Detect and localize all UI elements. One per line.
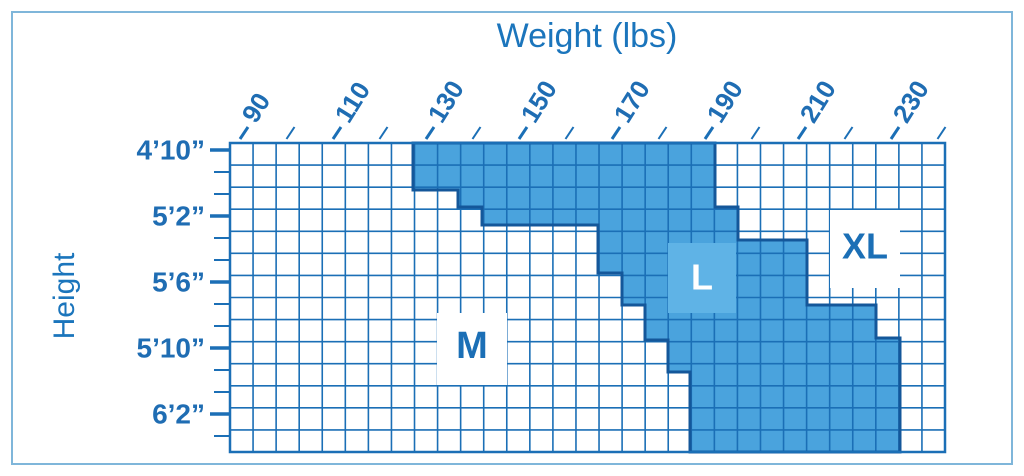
tick-mark [936, 126, 947, 140]
tick-mark [750, 126, 761, 140]
y-tick-label: 4’10” [137, 134, 206, 165]
y-tick-label: 5’2” [152, 200, 205, 231]
tick-mark [564, 126, 575, 140]
label-box-l [668, 243, 736, 313]
axis-title: Height [48, 252, 81, 339]
tick-mark [843, 126, 854, 140]
tick-mark [238, 126, 250, 140]
tick-mark [378, 126, 389, 140]
grid [230, 143, 945, 452]
y-tick-label: 5’6” [152, 266, 205, 297]
tick-mark [796, 126, 808, 140]
region-label: L [691, 257, 713, 298]
grid-border [228, 141, 947, 454]
label-box-m [437, 313, 507, 385]
label-box-xl [830, 210, 900, 288]
tick-mark [517, 126, 529, 140]
tick-mark [703, 126, 715, 140]
region-label: M [456, 325, 488, 367]
tick-mark [424, 126, 436, 140]
y-tick-label: 6’2” [152, 398, 205, 429]
tick-mark [285, 126, 296, 140]
tick-mark [610, 126, 622, 140]
tick-mark [331, 126, 343, 140]
tick-mark [471, 126, 482, 140]
region-outline [411, 141, 902, 454]
tick-mark [889, 126, 901, 140]
y-tick-label: 5’10” [137, 332, 206, 363]
region-label: XL [842, 226, 888, 267]
tick-mark [657, 126, 668, 140]
axis-title: Weight (lbs) [497, 17, 678, 55]
